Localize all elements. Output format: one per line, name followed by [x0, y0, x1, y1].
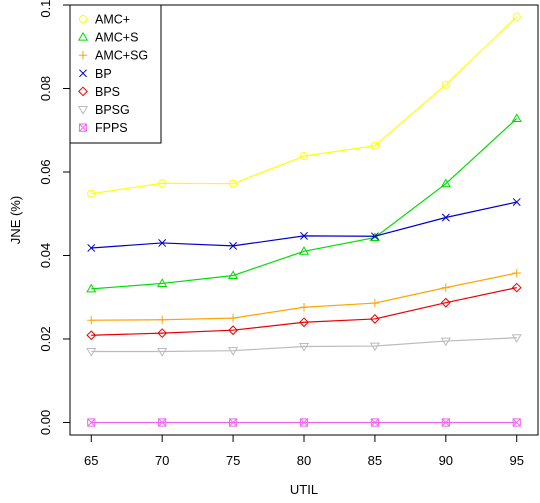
data-point-bp [441, 213, 450, 222]
data-point-amc [512, 12, 521, 21]
series-bpsg [86, 334, 522, 357]
y-tick-label: 0.06 [38, 159, 53, 184]
legend-marker-fpps [78, 123, 88, 132]
series-line-bp [91, 201, 517, 249]
data-point-bp [229, 241, 238, 250]
y-tick-label: 0.00 [38, 410, 53, 435]
data-point-bpsg [228, 347, 239, 356]
data-point-bp [87, 244, 96, 252]
data-point-amc-sg [87, 315, 96, 325]
data-point-bpsg [298, 342, 310, 352]
series-fpps [87, 418, 521, 427]
data-point-fpps [87, 418, 96, 427]
series-line-amc [91, 16, 518, 195]
data-point-amc [441, 80, 450, 89]
series-line-bpsg [91, 337, 517, 353]
data-point-amc-sg [370, 298, 380, 308]
data-point-amc-sg [228, 313, 238, 323]
data-point-bps [157, 328, 168, 339]
data-point-amc [299, 152, 309, 161]
data-point-bpsg [369, 342, 380, 352]
data-point-bps [228, 325, 238, 336]
data-point-bps [511, 282, 522, 293]
data-point-amc-sg [157, 315, 167, 324]
x-axis: 65 70 75 80 85 90 95 [84, 434, 524, 468]
data-point-amc [370, 141, 380, 150]
data-point-amc-s [228, 270, 239, 280]
data-point-bp [370, 232, 379, 241]
x-tick-label: 65 [84, 453, 98, 468]
y-axis-label: JNE (%) [8, 196, 23, 244]
data-point-fpps [299, 418, 309, 427]
data-point-amc-sg [512, 268, 521, 278]
series-line-bps [91, 287, 517, 336]
series-amc-sg [87, 268, 521, 325]
data-point-bps [86, 330, 97, 341]
data-point-amc-s [298, 246, 310, 255]
data-point-amc-sg [441, 283, 451, 292]
legend-marker-bpsg [77, 106, 89, 115]
legend-label-amc: AMC+ [95, 13, 130, 27]
legend-label-bp: BP [95, 67, 112, 81]
x-tick-label: 80 [297, 453, 311, 468]
data-point-bpsg [440, 337, 451, 347]
legend-label-bps: BPS [95, 85, 120, 99]
data-point-bp [300, 231, 308, 240]
series-line-amc-s [91, 118, 518, 290]
legend-label-bpsg: BPSG [95, 103, 130, 117]
data-point-bpsg [157, 348, 168, 357]
legend-box [69, 4, 162, 144]
x-axis-label: UTIL [290, 482, 318, 497]
data-point-amc-s [157, 278, 168, 287]
x-tick-label: 95 [509, 453, 523, 468]
data-point-amc-s [369, 232, 380, 242]
data-point-fpps [370, 418, 380, 427]
x-tick-label: 85 [368, 453, 382, 468]
series-line-amc-sg [91, 272, 517, 321]
x-tick-label: 70 [155, 453, 169, 468]
y-tick-label: 0.02 [38, 326, 53, 351]
data-point-bpsg [86, 348, 97, 357]
y-axis: 0.00 0.02 0.04 0.06 0.08 0.10 [38, 0, 71, 435]
data-point-amc [87, 189, 96, 198]
y-tick-label: 0.04 [38, 243, 53, 268]
legend-marker-bps [78, 86, 88, 97]
data-point-bp [512, 198, 521, 207]
data-point-bps [440, 297, 451, 308]
data-point-bps [299, 317, 309, 328]
data-point-bps [370, 314, 380, 324]
data-point-amc-sg [299, 303, 309, 312]
data-point-amc-s [86, 283, 97, 293]
data-point-amc-s [440, 178, 451, 188]
legend-marker-amc [78, 14, 88, 24]
data-point-amc [158, 179, 167, 188]
legend-marker-amc-s [77, 31, 89, 41]
series-amc-s [86, 113, 522, 293]
series-amc [87, 12, 521, 198]
data-point-fpps [441, 418, 450, 427]
data-point-bp [158, 239, 167, 247]
series-bp [87, 198, 521, 252]
data-point-fpps [512, 418, 521, 427]
data-point-amc [228, 179, 238, 188]
legend: AMC+ AMC+S AMC+SG BP BPS BPSG FPPS [69, 4, 162, 144]
y-tick-label: 0.10 [38, 0, 53, 18]
x-tick-label: 75 [226, 453, 240, 468]
data-point-fpps [158, 418, 167, 427]
legend-label-amc-s: AMC+S [95, 31, 138, 45]
series-bps [86, 282, 522, 341]
legend-label-amc-sg: AMC+SG [95, 49, 148, 63]
legend-marker-bp [79, 69, 87, 78]
data-point-bpsg [511, 334, 522, 343]
data-point-fpps [228, 418, 238, 427]
series-layer [86, 12, 522, 427]
legend-marker-amc-sg [78, 51, 88, 60]
y-tick-label: 0.08 [38, 76, 53, 101]
x-tick-label: 90 [439, 453, 453, 468]
legend-label-fpps: FPPS [95, 121, 128, 135]
data-point-amc-s [511, 113, 522, 123]
